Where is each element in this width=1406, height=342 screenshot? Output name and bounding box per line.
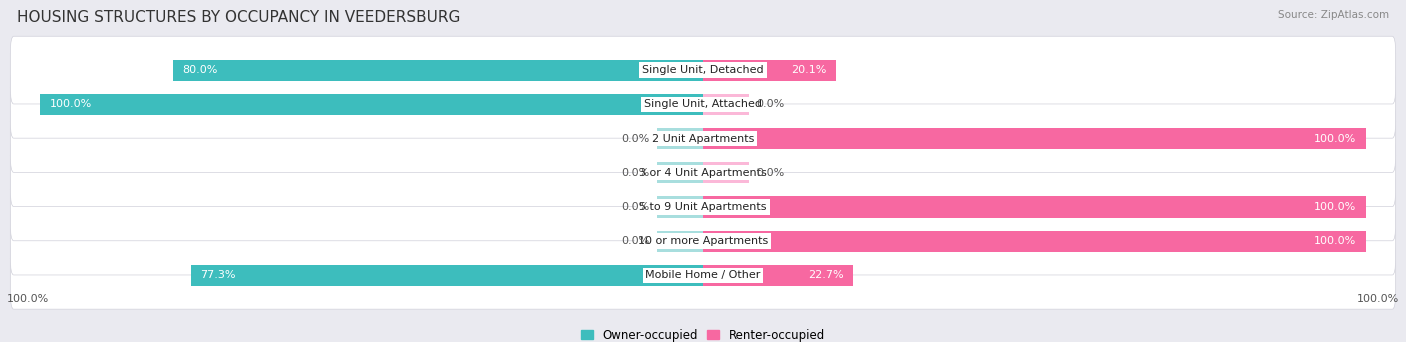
Legend: Owner-occupied, Renter-occupied: Owner-occupied, Renter-occupied [581, 329, 825, 342]
FancyBboxPatch shape [10, 207, 1396, 275]
Text: 3 or 4 Unit Apartments: 3 or 4 Unit Apartments [640, 168, 766, 178]
Bar [657, 231, 703, 252]
FancyBboxPatch shape [10, 139, 1396, 207]
Text: 0.0%: 0.0% [756, 168, 785, 178]
Text: Single Unit, Detached: Single Unit, Detached [643, 65, 763, 75]
Text: 77.3%: 77.3% [201, 270, 236, 280]
FancyBboxPatch shape [10, 70, 1396, 138]
Text: 0.0%: 0.0% [621, 202, 650, 212]
Text: 100.0%: 100.0% [1313, 236, 1355, 246]
Bar [703, 60, 837, 81]
Bar [657, 196, 703, 218]
FancyBboxPatch shape [10, 173, 1396, 241]
Bar [703, 196, 1365, 218]
Text: 100.0%: 100.0% [1313, 202, 1355, 212]
Text: 100.0%: 100.0% [7, 294, 49, 304]
Bar [657, 162, 703, 183]
Text: 22.7%: 22.7% [808, 270, 844, 280]
Text: 0.0%: 0.0% [756, 99, 785, 109]
Bar [703, 128, 1365, 149]
FancyBboxPatch shape [10, 105, 1396, 172]
Bar [703, 231, 1365, 252]
Text: 2 Unit Apartments: 2 Unit Apartments [652, 133, 754, 144]
Text: Single Unit, Attached: Single Unit, Attached [644, 99, 762, 109]
FancyBboxPatch shape [10, 36, 1396, 104]
Bar [703, 94, 749, 115]
Text: 100.0%: 100.0% [1313, 133, 1355, 144]
Text: HOUSING STRUCTURES BY OCCUPANCY IN VEEDERSBURG: HOUSING STRUCTURES BY OCCUPANCY IN VEEDE… [17, 10, 460, 25]
Bar [41, 94, 703, 115]
Bar [657, 128, 703, 149]
Text: 0.0%: 0.0% [621, 236, 650, 246]
Text: 0.0%: 0.0% [621, 133, 650, 144]
Text: 10 or more Apartments: 10 or more Apartments [638, 236, 768, 246]
Text: 100.0%: 100.0% [1357, 294, 1399, 304]
FancyBboxPatch shape [10, 241, 1396, 309]
Bar [173, 60, 703, 81]
Bar [703, 162, 749, 183]
Text: 80.0%: 80.0% [183, 65, 218, 75]
Text: 5 to 9 Unit Apartments: 5 to 9 Unit Apartments [640, 202, 766, 212]
Bar [703, 265, 853, 286]
Text: 20.1%: 20.1% [792, 65, 827, 75]
Text: Mobile Home / Other: Mobile Home / Other [645, 270, 761, 280]
Text: Source: ZipAtlas.com: Source: ZipAtlas.com [1278, 10, 1389, 20]
Text: 0.0%: 0.0% [621, 168, 650, 178]
Bar [191, 265, 703, 286]
Text: 100.0%: 100.0% [51, 99, 93, 109]
